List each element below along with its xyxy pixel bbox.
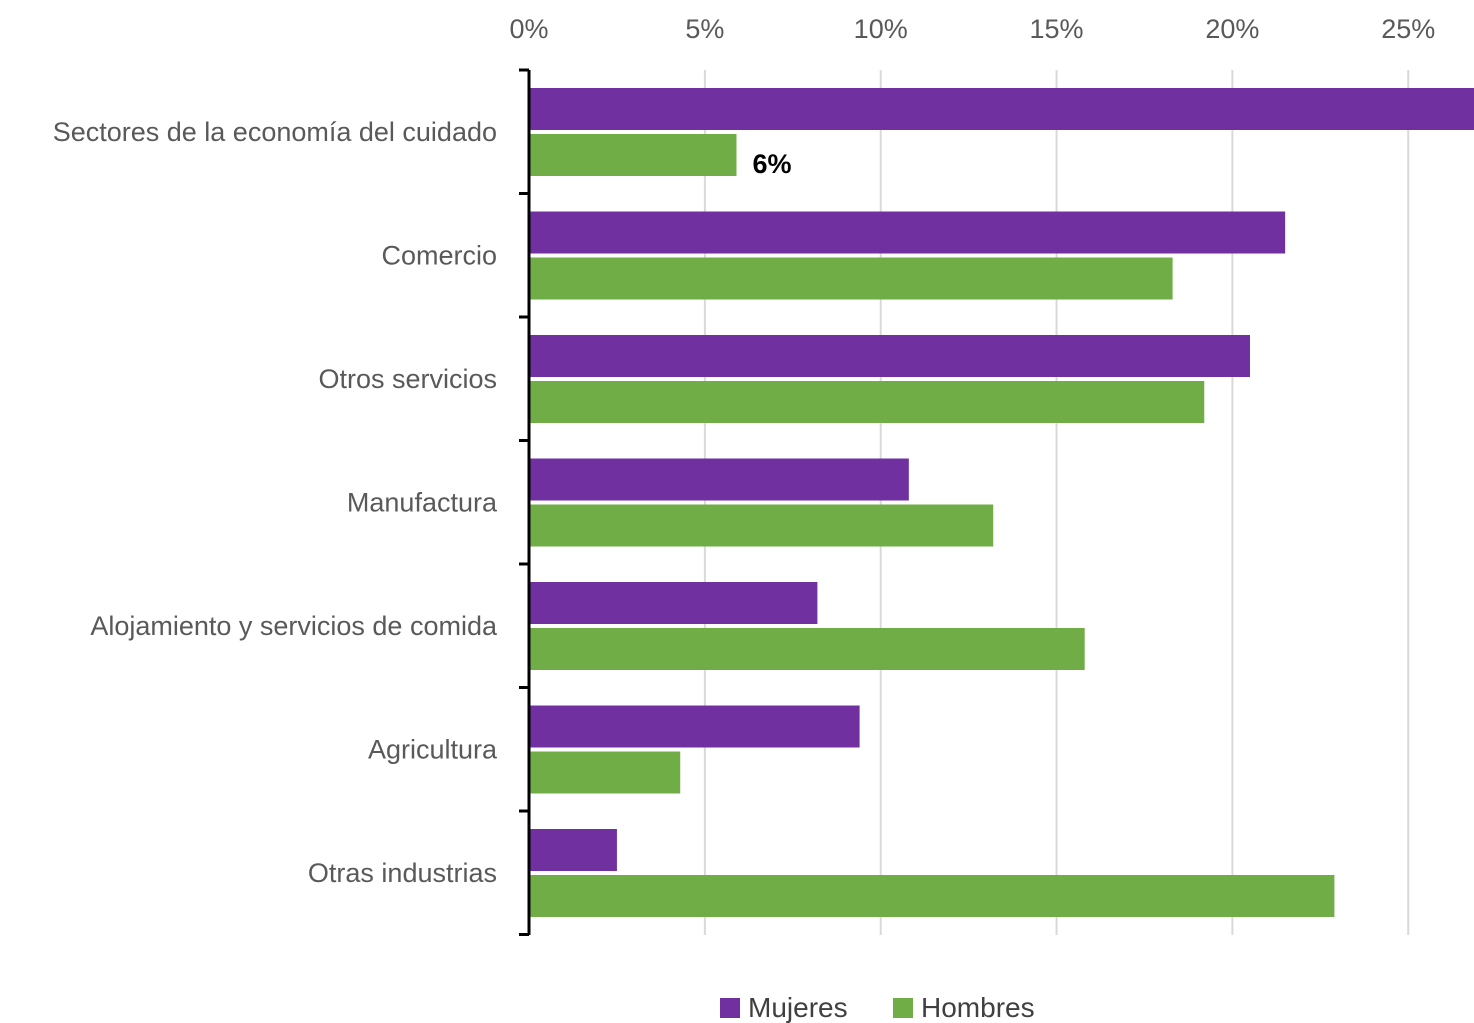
bar-hombres <box>529 875 1335 917</box>
bar-mujeres <box>529 211 1286 254</box>
bar-mujeres <box>529 705 860 748</box>
legend-label: Mujeres <box>748 992 848 1023</box>
bar-hombres <box>529 751 681 794</box>
bar-mujeres <box>529 829 617 871</box>
x-tick-label: 0% <box>509 14 548 44</box>
legend-label: Hombres <box>921 992 1035 1023</box>
bar-hombres <box>529 381 1205 423</box>
category-label: Manufactura <box>347 487 498 517</box>
x-tick-label: 25% <box>1381 14 1435 44</box>
legend-swatch-mujeres <box>720 998 740 1018</box>
x-tick-label: 20% <box>1205 14 1259 44</box>
bar-hombres <box>529 257 1173 300</box>
bar-mujeres <box>529 582 818 624</box>
category-label: Alojamiento y servicios de comida <box>90 611 498 641</box>
category-label: Agricultura <box>368 734 498 764</box>
legend-swatch-hombres <box>893 998 913 1018</box>
category-label: Comercio <box>381 240 497 270</box>
bar-hombres <box>529 628 1085 670</box>
data-label: 6% <box>753 149 792 179</box>
x-tick-label: 5% <box>685 14 724 44</box>
category-label: Otras industrias <box>308 858 497 888</box>
bar-mujeres <box>529 88 1474 130</box>
x-tick-label: 15% <box>1030 14 1084 44</box>
bar-mujeres <box>529 458 909 501</box>
category-label: Sectores de la economía del cuidado <box>53 117 497 147</box>
category-label: Otros servicios <box>318 364 497 394</box>
bar-mujeres <box>529 335 1250 377</box>
bar-hombres <box>529 504 994 547</box>
bar-hombres <box>529 134 737 176</box>
x-tick-label: 10% <box>854 14 908 44</box>
